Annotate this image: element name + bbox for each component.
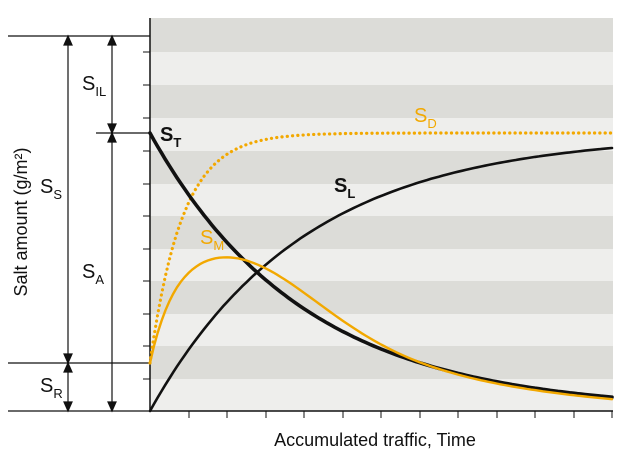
y-axis-title: Salt amount (g/m²) [11,147,31,296]
curve-labels: ST SD SL SM [160,105,437,253]
label-s-a: SA [82,261,104,287]
label-s-m: SM [200,227,224,253]
label-s-s: SS [40,176,62,202]
curve-s-m [148,256,614,401]
background-bands [150,18,613,411]
label-s-il: SIL [82,73,106,99]
bracket-arrows [63,34,117,413]
curve-s-d [148,131,614,365]
x-ticks [188,411,613,418]
reference-lines [8,35,150,412]
label-s-d: SD [414,105,437,131]
bracket-labels: SIL SS SA SR [40,73,106,401]
y-ticks [143,51,150,380]
x-axis-title: Accumulated traffic, Time [274,430,476,450]
curve-s-t [148,131,614,399]
label-s-t: ST [160,124,181,150]
label-s-l: SL [334,175,355,201]
curves [148,131,614,413]
curve-s-l [148,146,614,413]
label-s-r: SR [40,375,63,401]
